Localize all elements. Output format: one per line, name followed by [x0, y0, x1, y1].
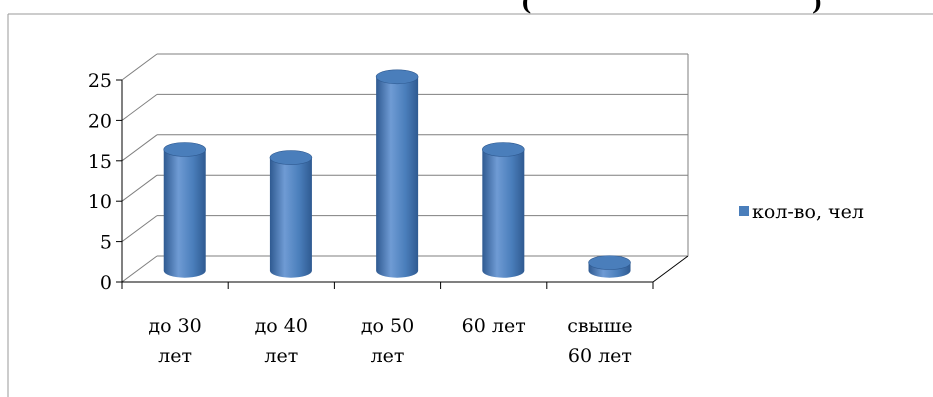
- category-labels: до 30 лет до 40 лет до 50 лет 60 лет свыше 60 ле…: [148, 315, 632, 367]
- gridline-side: [121, 255, 158, 283]
- plot-area: 0 5 10 15 20 25: [88, 53, 689, 294]
- y-tick-label: 5: [100, 232, 112, 254]
- category-label: лет: [264, 345, 298, 367]
- legend-swatch: [739, 206, 749, 216]
- bar-top: [588, 255, 631, 270]
- bars: [163, 69, 631, 278]
- bar-top: [163, 142, 207, 157]
- legend: кол-во, чел: [739, 201, 864, 223]
- category-label: до 30: [148, 315, 201, 337]
- y-tick-label: 0: [100, 272, 112, 294]
- bar-body: [482, 149, 525, 278]
- bar-1: [269, 150, 313, 278]
- y-tick-label: 20: [88, 110, 112, 132]
- category-label: свыше: [567, 315, 632, 337]
- bar-3: [482, 142, 525, 278]
- bar-0: [163, 142, 207, 278]
- bar-2: [375, 69, 419, 278]
- gridline-side: [121, 215, 158, 243]
- y-tick-label: 25: [88, 70, 112, 92]
- gridline-side: [121, 174, 158, 202]
- bar-body: [269, 157, 312, 278]
- bar-top: [269, 150, 313, 165]
- bar-top: [375, 69, 419, 85]
- y-tick-label: 10: [88, 191, 112, 213]
- chart-title-fragment: (: [521, 0, 531, 16]
- gridline-side: [121, 93, 158, 121]
- legend-label: кол-во, чел: [752, 201, 864, 223]
- bar-body: [163, 149, 206, 278]
- gridline-side: [121, 134, 158, 162]
- y-tick-label: 15: [88, 151, 112, 173]
- floor-right-edge: [652, 255, 689, 283]
- gridline-side: [121, 53, 158, 81]
- bar-body: [376, 76, 419, 278]
- chart-title-fragment-end: ): [812, 0, 822, 16]
- bar-top: [482, 142, 525, 157]
- bar-4: [588, 255, 631, 278]
- category-label: лет: [158, 345, 192, 367]
- category-label: до 50: [361, 315, 414, 337]
- category-label: 60 лет: [568, 345, 632, 367]
- category-label: до 40: [255, 315, 308, 337]
- category-label: 60 лет: [462, 315, 526, 337]
- category-label: лет: [371, 345, 405, 367]
